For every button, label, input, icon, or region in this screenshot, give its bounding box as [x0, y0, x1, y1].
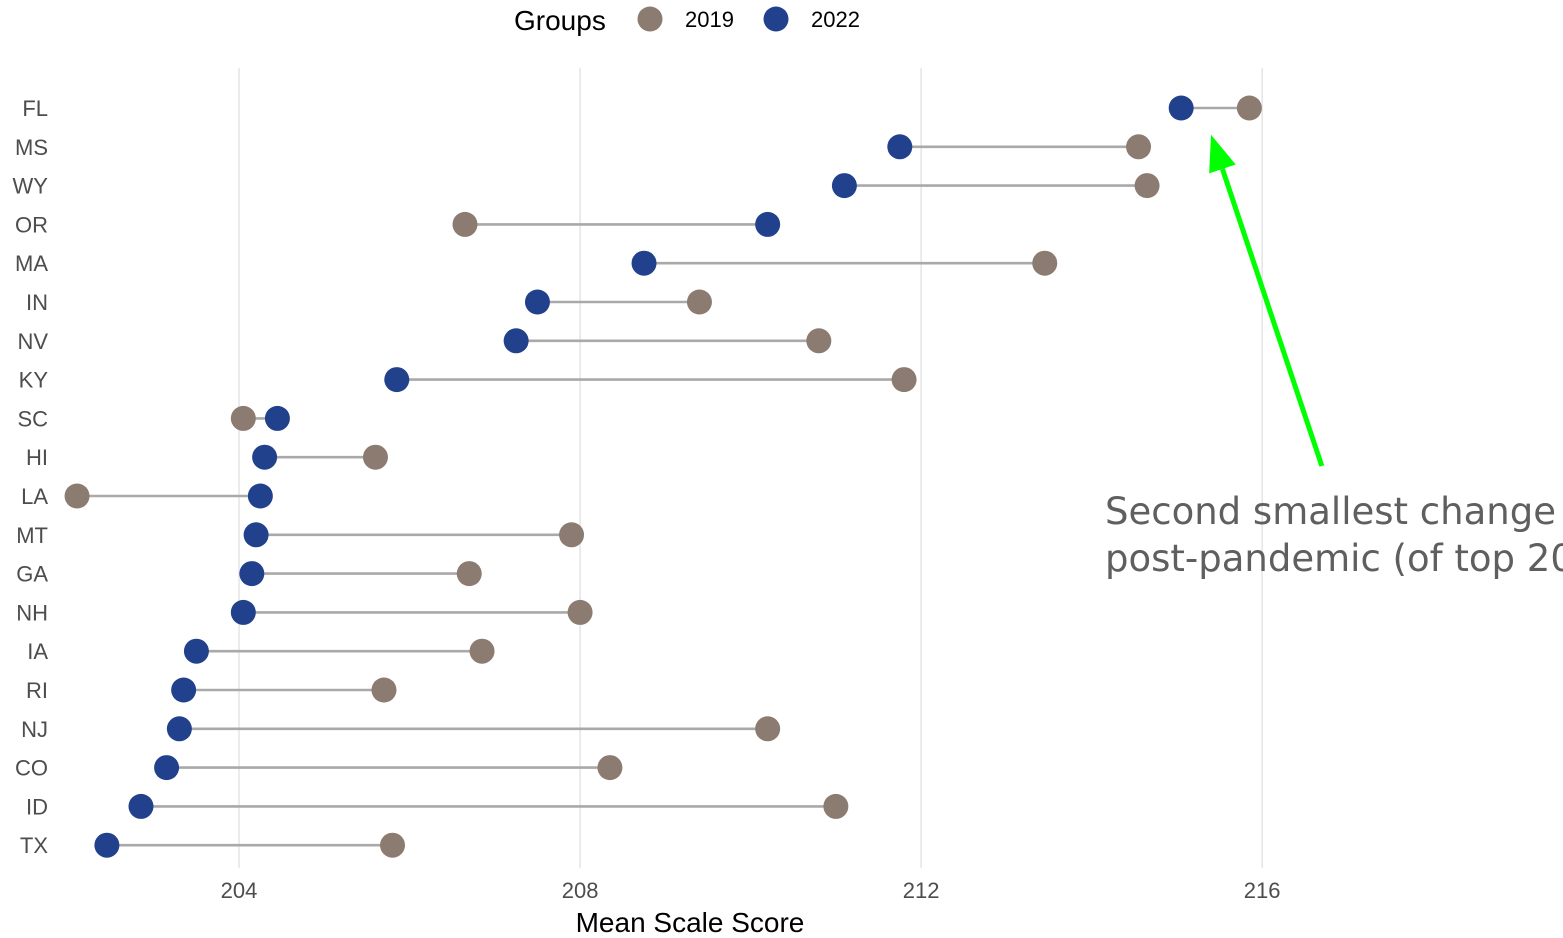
y-tick-label-TX: TX: [20, 833, 48, 858]
point-2022-KY: [384, 367, 410, 393]
connector-lines: [77, 106, 1250, 847]
point-2019-GA: [456, 561, 482, 587]
point-2022-CO: [154, 755, 180, 781]
point-2019-NJ: [755, 716, 781, 742]
y-tick-label-MA: MA: [15, 251, 48, 276]
legend-label-2022: 2022: [811, 7, 860, 32]
y-tick-label-HI: HI: [26, 445, 48, 470]
y-axis-labels: FL MS WY OR MA IN NV KY SC HI LA MT GA NH IA RI NJ CO ID TX: [13, 96, 49, 858]
y-tick-label-IN: IN: [26, 290, 48, 315]
gridlines: [238, 68, 1263, 868]
y-tick-label-CO: CO: [15, 756, 48, 781]
point-2019-KY: [891, 367, 917, 393]
point-2019-OR: [452, 211, 478, 237]
point-2019-FL: [1236, 95, 1262, 121]
point-2019-RI: [371, 677, 397, 703]
x-tick-label-216: 216: [1244, 878, 1281, 903]
y-tick-label-GA: GA: [16, 562, 48, 587]
annotation-text-line-1: Second smallest change: [1105, 490, 1556, 533]
point-2022-MT: [243, 522, 269, 548]
y-tick-label-FL: FL: [22, 96, 48, 121]
legend-key-2022: [763, 6, 789, 32]
point-2019-CO: [597, 755, 623, 781]
y-tick-label-KY: KY: [19, 368, 49, 393]
point-2022-RI: [171, 677, 197, 703]
point-2022-FL: [1168, 95, 1194, 121]
point-2019-SC: [230, 405, 256, 431]
point-2022-IN: [524, 289, 550, 315]
point-2022-NH: [230, 599, 256, 625]
x-axis-tick-labels: 204 208 212 216: [221, 878, 1281, 903]
point-2022-LA: [247, 483, 273, 509]
point-2019-HI: [362, 444, 388, 470]
point-2019-MS: [1126, 134, 1152, 160]
point-2022-HI: [252, 444, 278, 470]
y-tick-label-IA: IA: [27, 639, 48, 664]
point-2019-MA: [1032, 250, 1058, 276]
point-2019-ID: [823, 793, 849, 819]
point-2022-TX: [94, 832, 120, 858]
data-points: [64, 95, 1262, 858]
annotation-arrowhead: [1209, 134, 1236, 174]
point-2019-NV: [806, 328, 832, 354]
point-2022-NJ: [166, 716, 192, 742]
point-2019-NH: [567, 599, 593, 625]
y-tick-label-NV: NV: [17, 329, 48, 354]
point-2022-GA: [239, 561, 265, 587]
point-2019-IN: [686, 289, 712, 315]
point-2022-ID: [128, 793, 154, 819]
annotation-text-line-2: post-pandemic (of top 20): [1105, 537, 1563, 580]
y-tick-label-RI: RI: [26, 678, 48, 703]
y-tick-label-MT: MT: [16, 523, 48, 548]
point-2019-TX: [380, 832, 406, 858]
point-2019-MT: [559, 522, 585, 548]
y-tick-label-ID: ID: [26, 794, 48, 819]
point-2022-SC: [264, 405, 290, 431]
point-2019-WY: [1134, 173, 1160, 199]
legend-title: Groups: [514, 5, 606, 36]
x-tick-label-208: 208: [562, 878, 599, 903]
point-2022-MA: [631, 250, 657, 276]
point-2022-MS: [887, 134, 913, 160]
y-tick-label-OR: OR: [15, 212, 48, 237]
legend: Groups 2019 2022: [514, 5, 860, 36]
point-2022-IA: [183, 638, 209, 664]
point-2022-WY: [831, 173, 857, 199]
x-tick-label-204: 204: [221, 878, 258, 903]
legend-key-2019: [637, 6, 663, 32]
y-tick-label-SC: SC: [17, 406, 48, 431]
point-2022-OR: [755, 211, 781, 237]
legend-label-2019: 2019: [685, 7, 734, 32]
point-2022-NV: [503, 328, 529, 354]
y-tick-label-LA: LA: [21, 484, 48, 509]
y-tick-label-MS: MS: [15, 135, 48, 160]
y-tick-label-NJ: NJ: [21, 717, 48, 742]
y-tick-label-NH: NH: [16, 600, 48, 625]
y-tick-label-WY: WY: [13, 174, 49, 199]
legend-items: 2019 2022: [637, 6, 860, 32]
annotation-arrow-shaft: [1220, 168, 1325, 467]
point-2019-IA: [469, 638, 495, 664]
x-tick-label-212: 212: [903, 878, 940, 903]
x-axis-title: Mean Scale Score: [576, 907, 805, 938]
point-2019-LA: [64, 483, 90, 509]
